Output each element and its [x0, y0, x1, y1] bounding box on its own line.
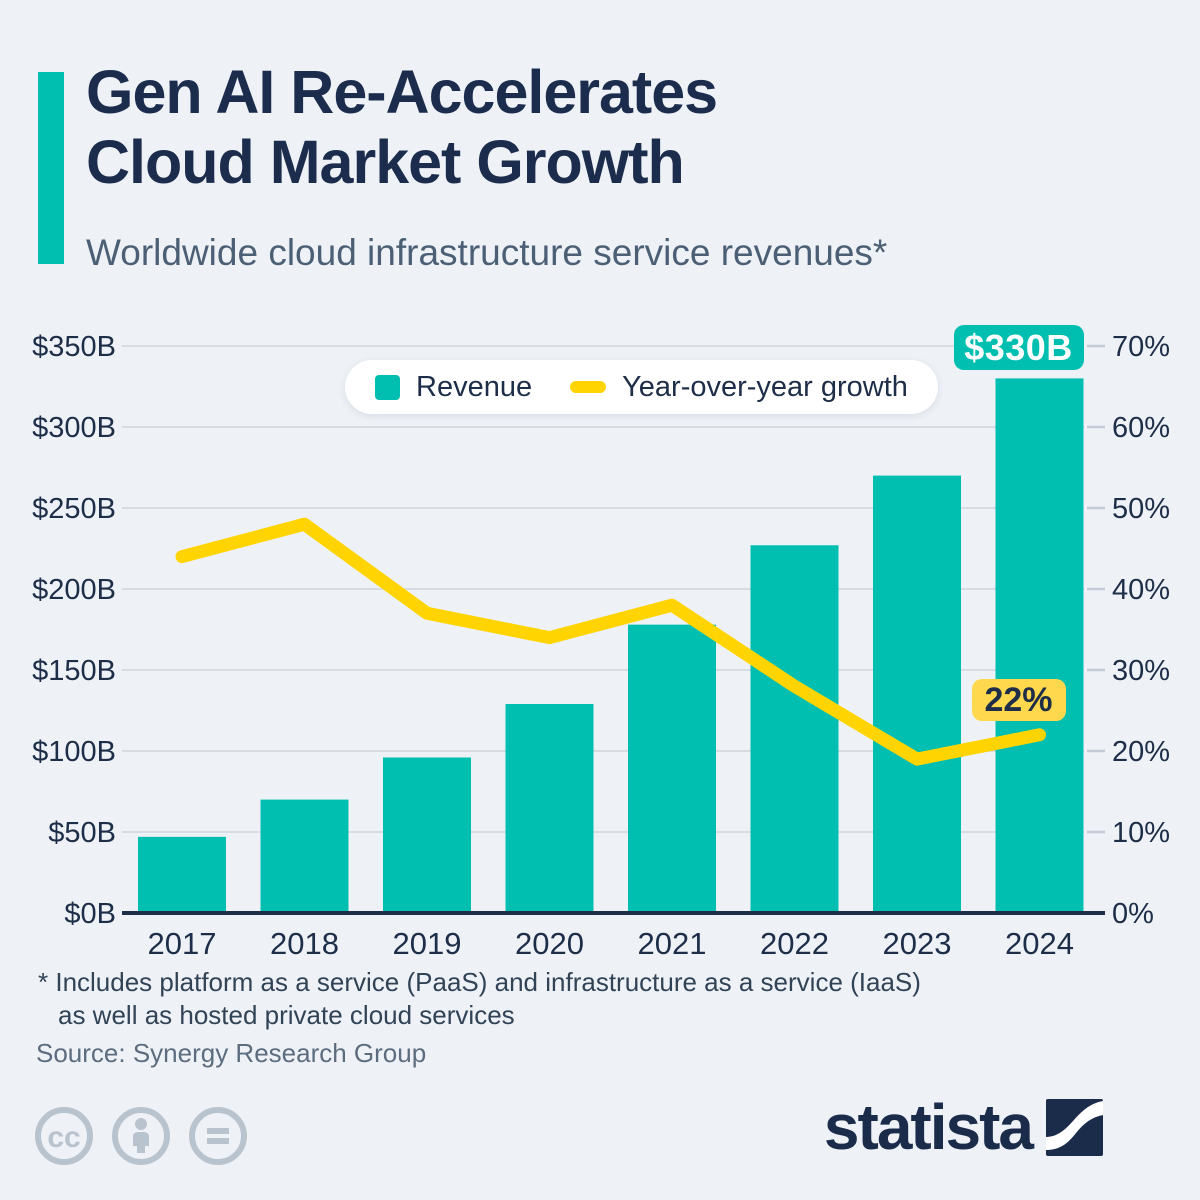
title-line-1: Gen AI Re-Accelerates [86, 58, 718, 126]
x-axis-label: 2023 [883, 926, 952, 961]
y-axis-right-label: 20% [1112, 736, 1170, 768]
y-axis-right-label: 30% [1112, 655, 1170, 687]
page-title: Gen AI Re-Accelerates Cloud Market Growt… [86, 58, 718, 197]
statista-logo: statista [823, 1091, 1103, 1163]
bar-2022 [750, 545, 839, 913]
bar-2024 [995, 378, 1084, 913]
bar-2020 [505, 704, 594, 913]
y-axis-left-label: $350B [32, 331, 116, 363]
title-accent-bar [38, 72, 64, 264]
bar-2018 [260, 799, 349, 913]
x-axis-label: 2020 [515, 926, 584, 961]
combo-chart-canvas: $0B $50B $100B $150B $200B $250B $300B $350B 0% 1… [32, 331, 1170, 961]
y-axis-right-label: 40% [1112, 574, 1170, 606]
statista-logo-mark [1046, 1098, 1103, 1156]
x-axis-label: 2019 [393, 926, 462, 961]
no-derivatives-equals-icon [189, 1107, 247, 1165]
cc-icon: cc [35, 1107, 93, 1165]
growth-swatch [570, 381, 607, 393]
y-axis-right-label: 0% [1112, 898, 1154, 930]
y-axis-right-label: 60% [1112, 412, 1170, 444]
chart-subtitle: Worldwide cloud infrastructure service r… [86, 232, 888, 273]
svg-text:cc: cc [47, 1121, 80, 1154]
title-line-2: Cloud Market Growth [86, 127, 685, 196]
revenue-swatch [375, 374, 400, 400]
license-icons: cc [33, 1105, 249, 1167]
y-axis-right-label: 10% [1112, 817, 1170, 849]
x-axis-label: 2024 [1005, 926, 1074, 961]
legend-label-revenue: Revenue [416, 370, 533, 403]
bar-2021 [628, 624, 716, 913]
revenue-callout-badge: $330B [953, 325, 1084, 371]
x-axis-label: 2018 [270, 926, 339, 961]
bar-2023 [873, 475, 961, 913]
y-axis-left-label: $150B [32, 655, 116, 687]
bar-2019 [383, 757, 471, 913]
footnote: * Includes platform as a service (PaaS) … [38, 966, 921, 1032]
legend-label-growth: Year-over-year growth [622, 370, 908, 403]
x-axis-label: 2022 [760, 926, 829, 961]
bar-2017 [138, 836, 226, 913]
statista-wordmark: statista [823, 1091, 1034, 1163]
y-axis-left-label: $300B [32, 412, 116, 444]
legend: Revenue Year-over-year growth [345, 360, 938, 414]
footnote-line-1: * Includes platform as a service (PaaS) … [38, 967, 921, 997]
chart-area: $0B $50B $100B $150B $200B $250B $300B $350B 0% 1… [0, 318, 1200, 968]
y-axis-left-label: $0B [64, 898, 116, 930]
y-axis-left-label: $100B [32, 736, 116, 768]
growth-callout-badge: 22% [971, 678, 1066, 721]
footnote-line-2: as well as hosted private cloud services [58, 1000, 515, 1030]
attribution-person-icon [112, 1107, 170, 1165]
y-axis-right-label: 50% [1112, 493, 1170, 525]
growth-line [175, 517, 1046, 766]
x-axis-label: 2017 [148, 926, 217, 961]
x-axis-label: 2021 [638, 926, 707, 961]
y-axis-right-label: 70% [1112, 331, 1170, 363]
y-axis-left-label: $50B [48, 817, 116, 849]
source-note: Source: Synergy Research Group [36, 1038, 427, 1068]
y-axis-left-label: $200B [32, 574, 116, 606]
y-axis-left-label: $250B [32, 493, 116, 525]
